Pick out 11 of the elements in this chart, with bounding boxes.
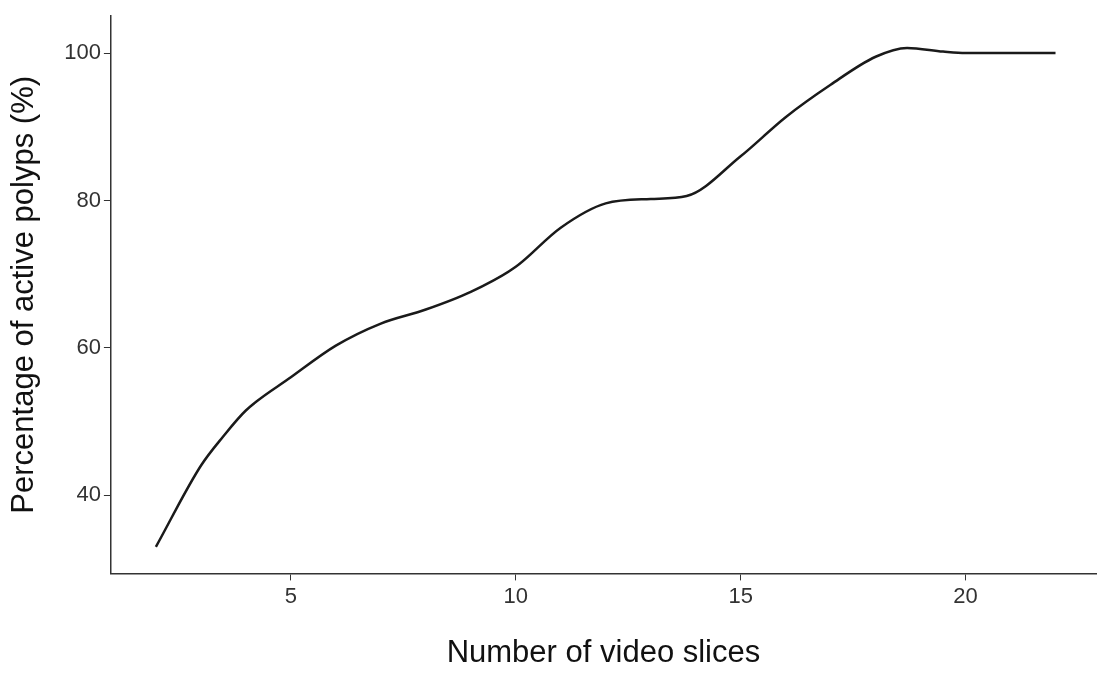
x-tick-label: 15 — [728, 582, 753, 608]
y-tick-label: 60 — [76, 333, 101, 359]
line-series — [154, 46, 1057, 549]
x-tick-label: 20 — [953, 582, 978, 608]
x-tick-label: 5 — [284, 582, 297, 608]
x-axis-title: Number of video slices — [446, 633, 761, 669]
y-tick-label: 40 — [76, 481, 101, 507]
y-tick-label: 100 — [64, 39, 101, 65]
x-tick-label: 10 — [503, 582, 528, 608]
y-axis-title: Percentage of active polyps (%) — [5, 75, 41, 514]
y-tick-label: 80 — [76, 186, 101, 212]
